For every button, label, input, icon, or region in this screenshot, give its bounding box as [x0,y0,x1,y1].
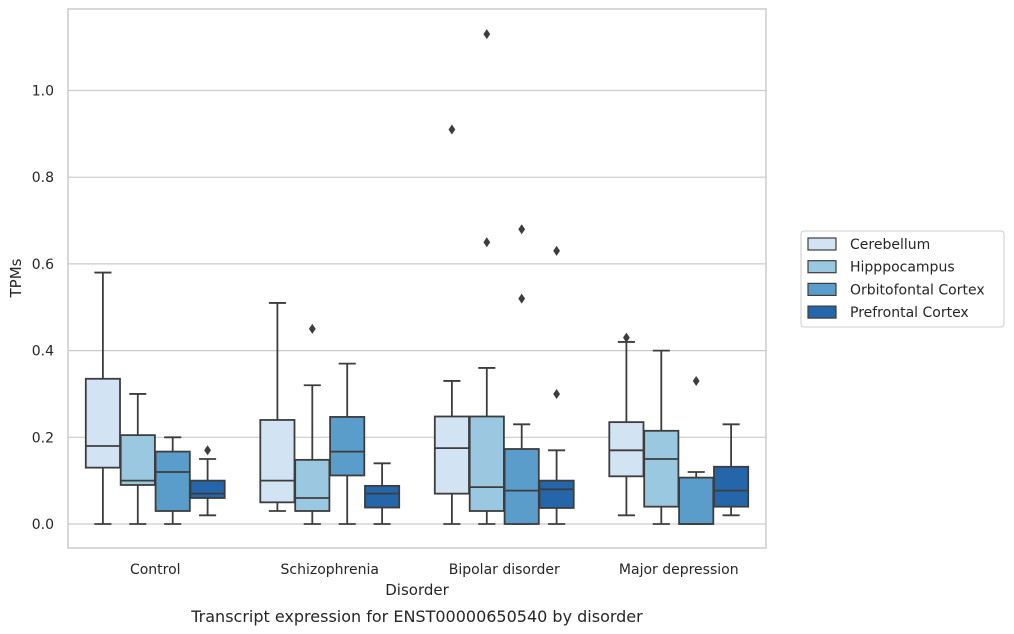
x-tick-labels: Control Schizophrenia Bipolar disorder Majo… [130,562,739,578]
y-tick-label: 1.0 [32,84,54,100]
box-iqr [468,415,505,512]
outlier-point [308,323,316,334]
legend-label: Orbitofontal Cortex [850,282,985,298]
legend-label: Cerebellum [850,237,930,253]
legend-swatch [807,305,837,319]
y-axis-label: TPMs [7,258,25,298]
outlier-point [204,445,211,456]
legend-label: Prefrontal Cortex [850,305,969,321]
box-iqr [259,419,296,504]
outlier-point [483,237,491,248]
outlier-point [518,293,526,304]
box-plot [119,393,156,525]
box-plot [84,271,121,525]
legend-swatch [807,237,837,251]
x-tick-label: Major depression [619,562,739,578]
box-iqr [678,476,715,525]
y-tick-labels: 0.0 0.2 0.4 0.6 0.8 1.0 [32,84,54,534]
box-plot [294,323,331,525]
box-plot [259,302,296,512]
box-iqr [713,465,750,508]
box-iqr [119,434,156,486]
box-iqr [364,484,401,509]
box-plot [678,375,715,525]
gridlines [68,89,766,525]
x-axis-label: Disorder [385,581,449,599]
y-tick-label: 0.6 [32,257,54,273]
y-tick-label: 0.4 [32,344,54,360]
box-iqr [294,458,331,512]
box-iqr [189,479,226,499]
y-tick-label: 0.0 [32,517,54,533]
y-tick-label: 0.2 [32,430,54,446]
box-iqr [503,448,540,525]
box-plot [364,462,401,525]
outlier-point [448,124,456,135]
legend-label: Hipppocampus [850,260,955,276]
legend-swatch [807,260,837,274]
x-tick-label: Control [130,562,181,578]
outlier-point [518,224,526,235]
box-plot [468,29,505,525]
box-iqr [84,377,121,469]
box-iqr [433,415,470,495]
y-tick-label: 0.8 [32,170,54,186]
box-plot [189,445,226,517]
box-plot-layer [84,29,750,525]
box-iqr [538,479,575,509]
plot-frame [67,8,767,549]
outlier-point [623,332,630,343]
box-iqr [643,429,680,508]
box-plot [433,124,470,525]
box-plot [608,332,645,517]
legend: Cerebellum Hipppocampus Orbitofontal Corte… [800,230,1005,328]
chart-caption: Transcript expression for ENST0000065054… [190,607,643,626]
box-plot [329,362,366,525]
box-plot [713,423,750,517]
box-plot [643,349,680,525]
legend-swatch [807,282,837,296]
box-iqr [154,450,191,512]
legend-frame [800,230,1005,328]
outlier-point [483,29,491,40]
box-plot [538,245,575,525]
box-iqr [329,416,366,477]
box-plot [154,436,191,525]
outlier-point [553,245,560,256]
outlier-point [553,388,560,399]
x-tick-label: Bipolar disorder [449,562,560,578]
outlier-point [692,375,700,386]
x-tick-label: Schizophrenia [281,562,379,578]
box-plot [503,224,540,525]
box-iqr [608,421,645,478]
